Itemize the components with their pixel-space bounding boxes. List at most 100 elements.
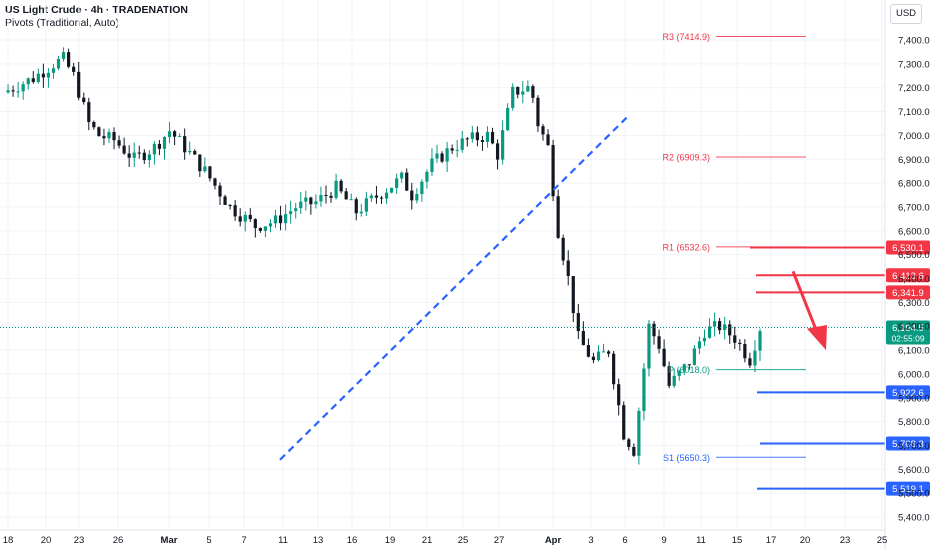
candle-body bbox=[601, 351, 606, 353]
x-tick-label: 25 bbox=[877, 535, 888, 546]
x-tick-label: 23 bbox=[74, 535, 85, 546]
candle-body bbox=[97, 127, 101, 137]
x-tick-label: 27 bbox=[494, 535, 505, 546]
candle-body bbox=[758, 331, 762, 351]
bearish-arrow-shaft bbox=[791, 270, 819, 333]
candle-body bbox=[319, 195, 323, 202]
candle-body bbox=[637, 410, 641, 456]
x-tick-label: 9 bbox=[661, 535, 666, 546]
chart-title: US Light Crude · 4h · TRADENATION bbox=[5, 4, 188, 16]
candle-body bbox=[147, 154, 151, 161]
x-tick-label: 23 bbox=[840, 535, 851, 546]
candle-body bbox=[263, 226, 268, 231]
candle-body bbox=[359, 211, 363, 214]
candle-body bbox=[152, 143, 156, 155]
candle-body bbox=[117, 140, 121, 146]
candle-body bbox=[354, 199, 358, 214]
time-axis[interactable]: 18 20 23 26 Mar 5 7 11 13 16 19 21 25 27 Apr 3 6 9 11 15 17 2… bbox=[0, 529, 888, 546]
candle-body bbox=[647, 323, 651, 369]
candle-body bbox=[697, 341, 702, 349]
candle-body bbox=[566, 260, 570, 277]
y-tick-label: 6,900.0 bbox=[898, 155, 930, 166]
candle-body bbox=[712, 321, 717, 327]
candle-body bbox=[662, 348, 666, 367]
candle-body bbox=[748, 358, 752, 366]
candle-body bbox=[435, 153, 439, 159]
candle-body bbox=[188, 150, 192, 153]
candle-body bbox=[132, 152, 136, 158]
candle-body bbox=[278, 215, 283, 224]
price-axis[interactable]: 5,400.0 5,500.0 5,600.0 5,700.0 5,800.0 5,900… bbox=[884, 0, 930, 550]
candle-body bbox=[324, 195, 328, 197]
y-tick-label: 5,600.0 bbox=[898, 465, 930, 476]
candle-body bbox=[718, 321, 722, 331]
candle-body bbox=[425, 171, 429, 182]
candle-body bbox=[51, 68, 56, 73]
candle-body bbox=[576, 313, 580, 332]
countdown-label: 02:55:09 bbox=[891, 334, 924, 344]
x-tick-label: 15 bbox=[732, 535, 743, 546]
candle-body bbox=[31, 78, 35, 82]
resistance-price-label: 6,341.9 bbox=[892, 288, 924, 299]
candle-body bbox=[672, 375, 676, 386]
pivot-label-r2: R2 (6909.3) bbox=[662, 153, 710, 163]
x-tick-label: 26 bbox=[113, 535, 124, 546]
candle-body bbox=[137, 152, 141, 154]
candle-body bbox=[258, 228, 262, 231]
y-tick-label: 6,800.0 bbox=[898, 179, 930, 190]
candle-body bbox=[193, 150, 197, 155]
candle-body bbox=[349, 199, 353, 201]
x-tick-label: Mar bbox=[161, 535, 178, 546]
candle-body bbox=[67, 52, 71, 67]
candle-body bbox=[228, 204, 232, 206]
candle-body bbox=[243, 214, 247, 222]
candle-body bbox=[223, 196, 227, 205]
candle-body bbox=[405, 172, 409, 191]
candle-body bbox=[667, 366, 671, 386]
candle-body bbox=[339, 180, 343, 192]
candle-body bbox=[657, 336, 661, 349]
candle-body bbox=[485, 131, 490, 142]
candle-body bbox=[6, 90, 10, 93]
x-tick-label: 19 bbox=[385, 535, 396, 546]
candle-body bbox=[627, 439, 631, 447]
candle-body bbox=[465, 138, 469, 140]
resistance-price-tag bbox=[886, 240, 930, 255]
candle-body bbox=[622, 405, 626, 440]
y-tick-label: 6,600.0 bbox=[898, 226, 930, 237]
candle-body bbox=[586, 345, 591, 357]
candle-body bbox=[551, 145, 555, 197]
candle-body bbox=[294, 208, 298, 212]
candle-body bbox=[233, 205, 237, 217]
candle-body bbox=[395, 178, 399, 188]
currency-button[interactable]: USD bbox=[890, 4, 922, 24]
candle-body bbox=[682, 364, 686, 371]
candle-body bbox=[72, 66, 76, 72]
candle-body bbox=[470, 132, 474, 139]
last-price-tag bbox=[886, 320, 930, 345]
candle-body bbox=[677, 370, 681, 376]
candle-body bbox=[591, 356, 596, 361]
candle-body bbox=[299, 201, 303, 209]
support-price-label: 5,922.6 bbox=[892, 388, 924, 399]
y-tick-label: 6,500.0 bbox=[898, 250, 930, 261]
candle-body bbox=[521, 91, 525, 95]
x-tick-label: 21 bbox=[422, 535, 433, 546]
candle-body bbox=[692, 348, 696, 366]
pivot-label-r3: R3 (7414.9) bbox=[662, 32, 710, 42]
y-tick-label: 5,700.0 bbox=[898, 441, 930, 452]
candle-body bbox=[289, 211, 293, 215]
y-tick-label: 5,900.0 bbox=[898, 393, 930, 404]
pivot-label-p: P (6018.0) bbox=[668, 365, 710, 375]
candle-body bbox=[218, 185, 222, 197]
x-tick-label: 7 bbox=[241, 535, 246, 546]
y-tick-label: 5,400.0 bbox=[898, 513, 930, 524]
bearish-arrow-head bbox=[807, 325, 827, 351]
candle-body bbox=[122, 145, 126, 154]
x-tick-label: 13 bbox=[313, 535, 324, 546]
candle-body bbox=[415, 194, 419, 201]
candle-body bbox=[253, 219, 257, 229]
x-tick-label: 5 bbox=[206, 535, 211, 546]
support-price-label: 5,519.1 bbox=[892, 484, 924, 495]
